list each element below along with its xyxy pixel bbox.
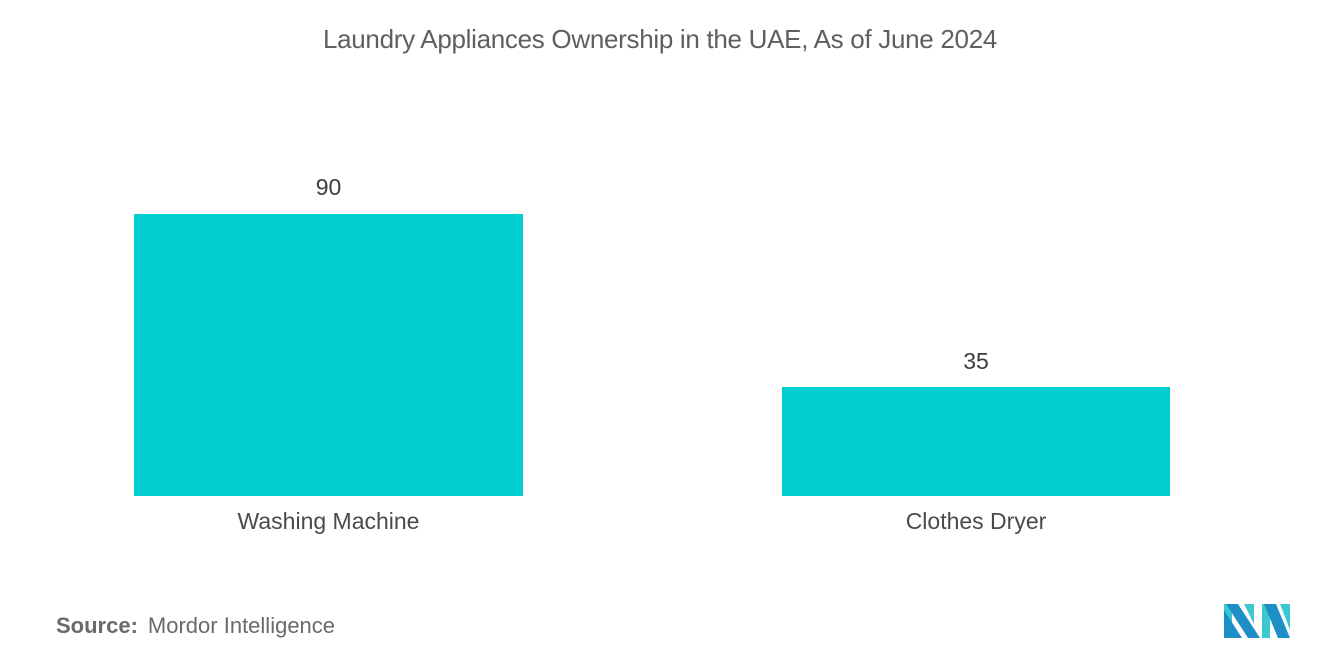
- bar-value-label-washing-machine: 90: [315, 174, 342, 200]
- source-value: Mordor Intelligence: [147, 613, 336, 638]
- source-key: Source:: [56, 613, 138, 638]
- bar-washing-machine: [134, 214, 523, 496]
- bar-value-label-clothes-dryer: 35: [963, 348, 989, 374]
- source-note: Source: Mordor Intelligence: [56, 613, 335, 639]
- mordor-intelligence-logo-icon: [1224, 604, 1290, 638]
- category-label-clothes-dryer: Clothes Dryer: [905, 508, 1047, 534]
- bar-clothes-dryer: [782, 387, 1170, 496]
- chart-title: Laundry Appliances Ownership in the UAE,…: [322, 24, 998, 54]
- category-label-washing-machine: Washing Machine: [237, 508, 420, 534]
